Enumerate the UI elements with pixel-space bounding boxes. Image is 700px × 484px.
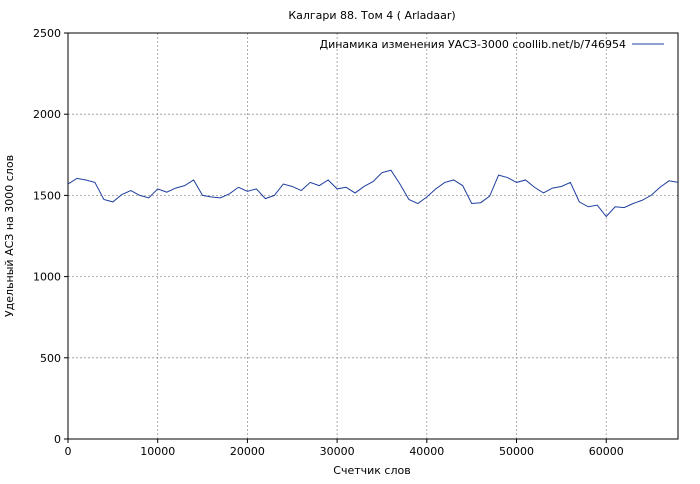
x-tick-label: 50000 — [499, 445, 534, 458]
y-tick-label: 0 — [54, 433, 61, 446]
plot-frame — [67, 32, 679, 440]
y-axis-label: Удельный АСЗ на 3000 слов — [3, 155, 16, 317]
chart-title: Калгари 88. Том 4 ( Arladaar) — [288, 9, 455, 22]
y-tick-label: 2000 — [33, 108, 61, 121]
x-tick-label: 20000 — [230, 445, 265, 458]
y-tick-label: 500 — [40, 352, 61, 365]
x-tick-label: 40000 — [409, 445, 444, 458]
y-tick-label: 1000 — [33, 271, 61, 284]
x-tick-label: 30000 — [320, 445, 355, 458]
y-tick-label: 2500 — [33, 27, 61, 40]
legend-label: Динамика изменения УАСЗ-3000 coollib.net… — [320, 38, 627, 51]
x-tick-label: 60000 — [589, 445, 624, 458]
x-tick-label: 0 — [65, 445, 72, 458]
x-tick-label: 10000 — [140, 445, 175, 458]
data-line — [67, 169, 679, 218]
y-tick-label: 1500 — [33, 189, 61, 202]
x-axis-label: Счетчик слов — [333, 464, 410, 477]
